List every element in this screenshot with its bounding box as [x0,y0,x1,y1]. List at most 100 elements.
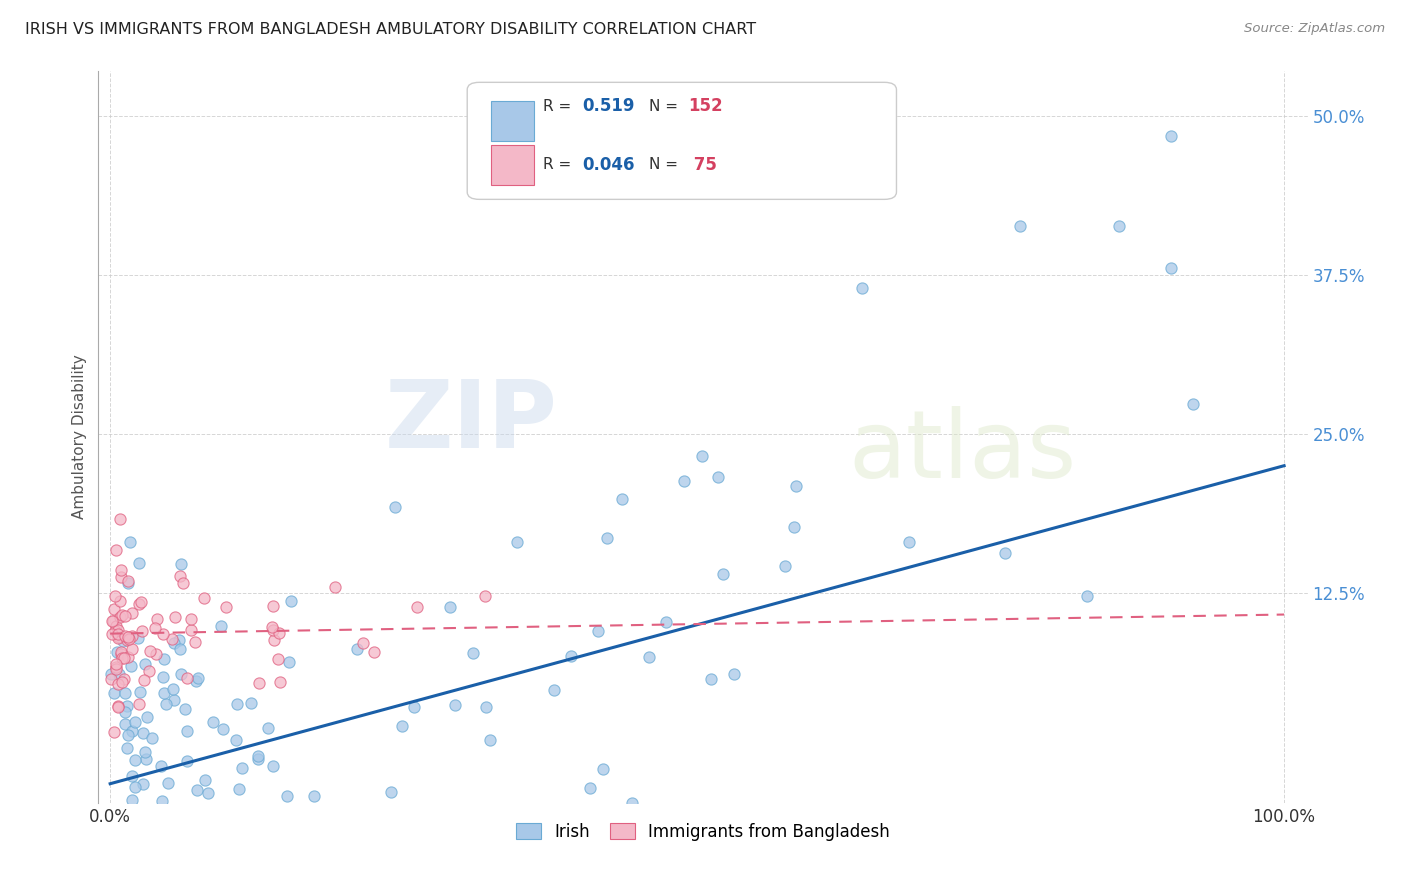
Point [145,647,167,661]
Point [1008,219,1031,233]
Point [162,693,184,707]
Point [107,699,129,714]
Legend: Irish, Immigrants from Bangladesh: Irish, Immigrants from Bangladesh [508,814,898,849]
Point [170,667,193,681]
Point [269,675,291,690]
Point [112,672,135,686]
Point [128,597,150,611]
Point [773,558,796,573]
Point [104,542,127,557]
Point [124,780,146,795]
Point [101,830,124,845]
Point [723,666,745,681]
Point [247,752,270,766]
Point [478,733,501,747]
Point [165,818,187,832]
Point [114,629,136,643]
Point [117,740,139,755]
Point [104,660,127,674]
Text: 75: 75 [689,156,717,174]
Point [112,651,135,665]
Point [474,589,496,603]
Text: N =: N = [648,99,682,114]
Point [174,807,197,822]
Point [104,662,127,676]
Text: R =: R = [543,158,576,172]
Point [117,575,139,590]
Point [1108,219,1130,233]
Point [114,686,136,700]
Point [107,699,129,714]
Point [162,681,184,696]
Point [117,632,139,647]
Point [402,700,425,714]
Point [157,776,180,790]
Point [124,715,146,730]
Point [127,631,149,645]
Point [111,633,134,648]
Point [110,609,132,624]
Point [135,752,157,766]
Y-axis label: Ambulatory Disability: Ambulatory Disability [72,355,87,519]
Point [211,807,233,822]
Point [111,651,134,665]
Point [176,671,198,685]
Point [100,672,122,686]
Point [174,702,197,716]
Point [579,780,602,795]
Point [128,810,150,824]
Point [111,855,134,869]
Point [543,682,565,697]
Point [121,607,143,621]
Text: R =: R = [543,99,576,114]
Point [152,627,174,641]
Point [439,600,461,615]
Point [155,698,177,712]
Point [121,841,143,855]
Point [114,705,136,719]
FancyBboxPatch shape [492,145,534,185]
Point [108,512,131,526]
Point [107,677,129,691]
Point [262,623,284,637]
Point [127,814,149,828]
Point [269,625,291,640]
Point [163,610,186,624]
Point [194,773,217,788]
Point [107,631,129,645]
Point [1160,261,1182,276]
Point [169,569,191,583]
Text: 152: 152 [689,97,723,115]
Point [111,674,134,689]
Point [209,619,232,633]
Point [851,281,873,295]
Point [262,599,284,613]
Point [169,641,191,656]
Point [167,633,190,648]
Text: N =: N = [648,158,682,172]
Point [176,723,198,738]
Point [707,469,730,483]
Point [134,657,156,672]
Point [592,763,614,777]
Point [184,635,207,649]
Point [136,710,159,724]
Point [118,632,141,646]
Point [134,745,156,759]
Point [384,500,406,515]
Point [239,696,262,710]
Point [138,664,160,678]
Point [111,607,134,622]
Point [103,724,125,739]
Point [260,619,283,633]
Point [278,655,301,669]
Point [149,758,172,772]
Point [100,667,122,681]
Point [107,627,129,641]
Text: atlas: atlas [848,406,1077,498]
Point [180,611,202,625]
Text: 0.519: 0.519 [582,97,634,115]
Point [149,870,172,884]
Point [187,671,209,685]
Point [129,685,152,699]
